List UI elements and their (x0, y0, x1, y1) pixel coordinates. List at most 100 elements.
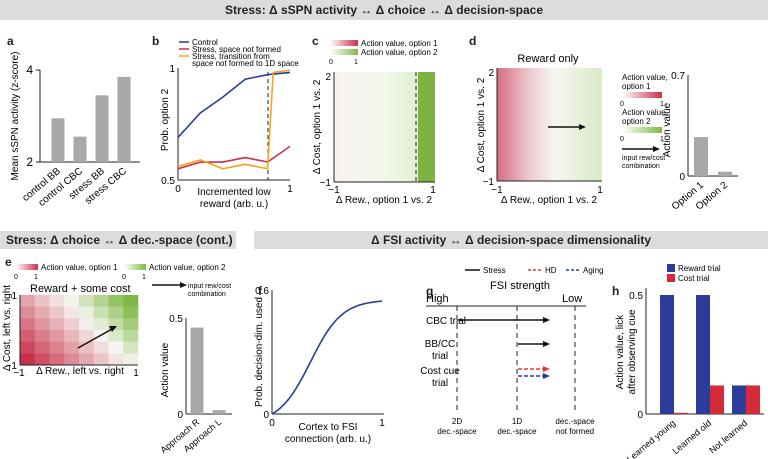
e-ytick-1: 1 (11, 291, 17, 302)
b-lines (177, 69, 291, 170)
h-bars (660, 295, 760, 414)
g-col-2d-1: 2D (452, 417, 462, 426)
e-legend-option1: Action value, option 1 (41, 263, 118, 272)
h-xlabel-2: Not learned (707, 418, 749, 456)
d-cbar1-label-2: option 1 (622, 82, 651, 91)
panel-letter-f: f (258, 284, 262, 298)
e-heatmap-cell (34, 306, 50, 319)
c-legend-option2: Action value, option 2 (361, 48, 438, 57)
e-heatmap-cell (123, 306, 139, 319)
bottom-right-banner: Δ FSI activity ↔ Δ decision-space dimens… (254, 231, 768, 249)
panel-letter-h: h (612, 284, 620, 298)
e-cbar2-tick-0: 0 (122, 274, 126, 281)
g-col-1d-1: 1D (512, 417, 522, 426)
h-ytick-0.5: 0.5 (629, 291, 643, 302)
e-title: Reward + some cost (30, 283, 131, 295)
e-heatmap-cell (108, 295, 124, 307)
d-bar-0 (694, 137, 708, 176)
e-cbar2-tick-1: 1 (142, 274, 146, 281)
e-cbar1-tick-1: 1 (34, 274, 38, 281)
panel-d: Reward only −1 1 −1 2 Δ Rew., option 1 v… (476, 53, 738, 213)
d-xtick-1: 1 (597, 185, 603, 196)
d-arrow-label-1: input rew/cost (622, 155, 665, 162)
e-bar-ylabel: Action value (160, 342, 171, 397)
e-heatmap-cell (20, 306, 36, 319)
d-ytick-neg1: −1 (483, 177, 495, 188)
c-heatmap-green-column (418, 72, 435, 182)
c-xlabel: Δ Rew., option 1 vs. 2 (336, 195, 433, 206)
e-bar-1 (212, 410, 226, 414)
e-heatmap-cell (123, 318, 139, 331)
d-cbar1-label-1: Action value, (622, 73, 668, 82)
g-legend-hd: HD (545, 266, 557, 275)
g-col-1d-2: dec.-space (497, 427, 537, 436)
e-cbar-green (124, 264, 146, 270)
b-legend-stress-transition-1: Stress, transition from (192, 52, 270, 61)
b-series-2 (177, 69, 291, 170)
h-bar-2-0 (732, 385, 746, 414)
b-xtick-1: 1 (287, 184, 293, 195)
e-cbar1-tick-0: 0 (14, 274, 18, 281)
e-heatmap-cell (108, 306, 124, 319)
e-bar-0 (190, 327, 204, 414)
d-title: Reward only (517, 53, 579, 65)
e-heatmap-cell (34, 341, 50, 354)
h-ylabel-1: Action value, lick (615, 314, 626, 389)
c-cbar-tick-0: 0 (329, 59, 333, 66)
e-heatmap-cell (64, 318, 80, 331)
f-xtick-1: 1 (379, 418, 385, 429)
e-heatmap-cell (79, 353, 95, 366)
d-ytick-2: 2 (488, 68, 494, 79)
e-bars (190, 327, 226, 414)
e-heatmap-cell (49, 306, 65, 319)
h-ylabel-2: after observing cue (627, 309, 638, 394)
a-ylabel: Mean sSPN activity (z-score) (10, 52, 21, 181)
d-ylabel: Δ Cost, option 1 vs. 2 (476, 77, 487, 172)
e-heatmap-cell (93, 295, 109, 307)
e-heatmap-cell (20, 341, 36, 354)
b-legend-control: Control (192, 38, 218, 47)
panel-letter-b: b (152, 34, 160, 48)
c-xtick-neg1: −1 (328, 185, 340, 196)
c-cbar-red (330, 40, 358, 46)
panel-e: Action value, option 1 0 1 Action value,… (2, 263, 232, 455)
a-ytick-4: 4 (26, 63, 33, 77)
c-legend-option1: Action value, option 1 (361, 39, 438, 48)
e-heatmap-cell (64, 295, 80, 307)
g-high: High (426, 293, 449, 305)
g-row-cost-1: Cost cue (420, 366, 460, 377)
e-xlabel: Δ Rew., left vs. right (36, 366, 124, 377)
e-heatmap-cell (108, 330, 124, 342)
f-line (271, 300, 383, 415)
bottom-left-banner: Stress: Δ choice ↔ Δ dec.-space (cont.) (0, 231, 236, 249)
e-heatmap-cell (49, 341, 65, 354)
f-ylabel: Prob. decision-dim. used (254, 297, 265, 407)
f-ytick-0.6: 0.6 (255, 286, 269, 297)
g-legend-aging: Aging (583, 266, 603, 275)
e-heatmap-cell (123, 341, 139, 354)
b-xlabel-1: Incremented low (197, 187, 271, 198)
h-bar-0-1 (674, 412, 688, 414)
e-heatmap-cell (108, 318, 124, 331)
b-series-0 (177, 71, 291, 138)
d-bar-ytick-0.7: 0.7 (671, 71, 685, 82)
panel-c: Action value, option 1 Action value, opt… (312, 39, 438, 206)
f-xlabel-2: connection (arb. u.) (285, 434, 371, 445)
e-heatmap-cell (64, 341, 80, 354)
d-bars (694, 137, 732, 176)
e-heatmap-cell (93, 318, 109, 331)
g-title: FSI strength (490, 280, 550, 292)
e-heatmap-cell (49, 318, 65, 331)
e-heatmap-cell (79, 295, 95, 307)
e-heatmap-cell (64, 330, 80, 342)
a-bar-2 (95, 95, 109, 162)
e-heatmap-cell (93, 353, 109, 366)
h-ytick-0: 0 (637, 410, 643, 421)
g-row-bbcc-2: trial (432, 351, 448, 362)
h-legend-cost: Cost trial (678, 274, 710, 283)
c-ylabel: Δ Cost, option 1 vs. 2 (312, 79, 323, 174)
e-heatmap-cell (20, 318, 36, 331)
h-bar-0-0 (660, 295, 674, 414)
